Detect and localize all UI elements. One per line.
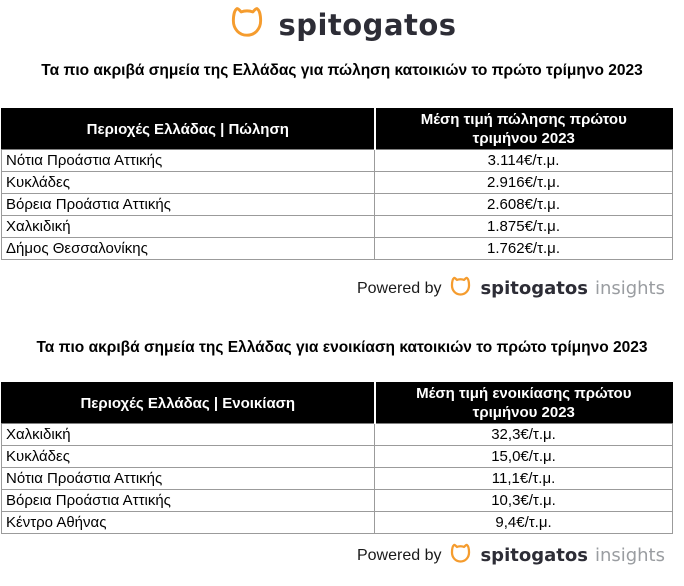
rent-price-column-header: Μέση τιμή ενοικίασης πρώτου τριμήνου 202…	[373, 382, 673, 424]
sales-table: Περιοχές Ελλάδας | Πώληση Μέση τιμή πώλη…	[0, 108, 673, 260]
price-cell: 32,3€/τ.μ.	[374, 423, 673, 446]
price-cell: 1.875€/τ.μ.	[374, 215, 673, 238]
rent-section-title: Τα πιο ακριβά σημεία της Ελλάδας για ενο…	[36, 339, 648, 356]
table-row: Κυκλάδες 2.916€/τ.μ.	[0, 171, 673, 194]
area-cell: Χαλκιδική	[0, 423, 376, 446]
area-cell: Δήμος Θεσσαλονίκης	[0, 237, 376, 260]
table-row: Δήμος Θεσσαλονίκης 1.762€/τ.μ.	[0, 237, 673, 260]
price-cell: 10,3€/τ.μ.	[374, 489, 673, 512]
price-cell: 2.916€/τ.μ.	[374, 171, 673, 194]
powered-by-insights: insights	[594, 545, 665, 566]
powered-by-brand: spitogatos	[480, 278, 588, 299]
powered-by-label: Powered by	[356, 547, 442, 564]
area-cell: Κυκλάδες	[0, 171, 376, 194]
table-row: Νότια Προάστια Αττικής 11,1€/τ.μ.	[0, 467, 673, 490]
table-row: Κέντρο Αθήνας 9,4€/τ.μ.	[0, 511, 673, 534]
area-cell: Βόρεια Προάστια Αττικής	[0, 193, 376, 216]
powered-by-brand: spitogatos	[480, 545, 588, 566]
sales-table-header-row: Περιοχές Ελλάδας | Πώληση Μέση τιμή πώλη…	[0, 108, 673, 150]
powered-by-label: Powered by	[356, 280, 442, 297]
sales-price-header-line2: τριμήνου 2023	[472, 130, 575, 147]
area-cell: Βόρεια Προάστια Αττικής	[0, 489, 376, 512]
powered-by-sales: Powered by spitogatos insights	[0, 276, 684, 302]
price-cell: 2.608€/τ.μ.	[374, 193, 673, 216]
powered-by-rent: Powered by spitogatos insights	[0, 543, 684, 569]
price-cell: 3.114€/τ.μ.	[374, 149, 673, 172]
sales-price-header-line1: Μέση τιμή πώλησης πρώτου	[420, 111, 627, 128]
price-cell: 9,4€/τ.μ.	[374, 511, 673, 534]
price-cell: 11,1€/τ.μ.	[374, 467, 673, 490]
spitogatos-cat-icon	[448, 276, 473, 302]
table-row: Χαλκιδική 32,3€/τ.μ.	[0, 423, 673, 446]
table-row: Βόρεια Προάστια Αττικής 10,3€/τ.μ.	[0, 489, 673, 512]
area-cell: Χαλκιδική	[0, 215, 376, 238]
sales-price-column-header: Μέση τιμή πώλησης πρώτου τριμήνου 2023	[373, 108, 673, 150]
table-row: Χαλκιδική 1.875€/τ.μ.	[0, 215, 673, 238]
spitogatos-cat-icon	[227, 6, 267, 44]
rent-price-header-line2: τριμήνου 2023	[472, 404, 575, 421]
price-cell: 15,0€/τ.μ.	[374, 445, 673, 468]
powered-by-insights: insights	[594, 278, 665, 299]
area-cell: Νότια Προάστια Αττικής	[0, 149, 376, 172]
spitogatos-logo: spitogatos	[0, 0, 684, 44]
rent-table-header-row: Περιοχές Ελλάδας | Ενοικίαση Μέση τιμή ε…	[0, 382, 673, 424]
table-row: Βόρεια Προάστια Αττικής 2.608€/τ.μ.	[0, 193, 673, 216]
rent-price-header-line1: Μέση τιμή ενοικίασης πρώτου	[416, 385, 632, 402]
sales-area-column-header: Περιοχές Ελλάδας | Πώληση	[0, 108, 376, 150]
area-cell: Νότια Προάστια Αττικής	[0, 467, 376, 490]
spitogatos-logo-text: spitogatos	[278, 7, 457, 42]
area-cell: Κυκλάδες	[0, 445, 376, 468]
area-cell: Κέντρο Αθήνας	[0, 511, 376, 534]
price-cell: 1.762€/τ.μ.	[374, 237, 673, 260]
rent-area-column-header: Περιοχές Ελλάδας | Ενοικίαση	[0, 382, 376, 424]
table-row: Νότια Προάστια Αττικής 3.114€/τ.μ.	[0, 149, 673, 172]
rent-table: Περιοχές Ελλάδας | Ενοικίαση Μέση τιμή ε…	[0, 382, 673, 534]
spitogatos-cat-icon	[448, 543, 473, 569]
table-row: Κυκλάδες 15,0€/τ.μ.	[0, 445, 673, 468]
sales-section-title: Τα πιο ακριβά σημεία της Ελλάδας για πώλ…	[41, 62, 643, 79]
